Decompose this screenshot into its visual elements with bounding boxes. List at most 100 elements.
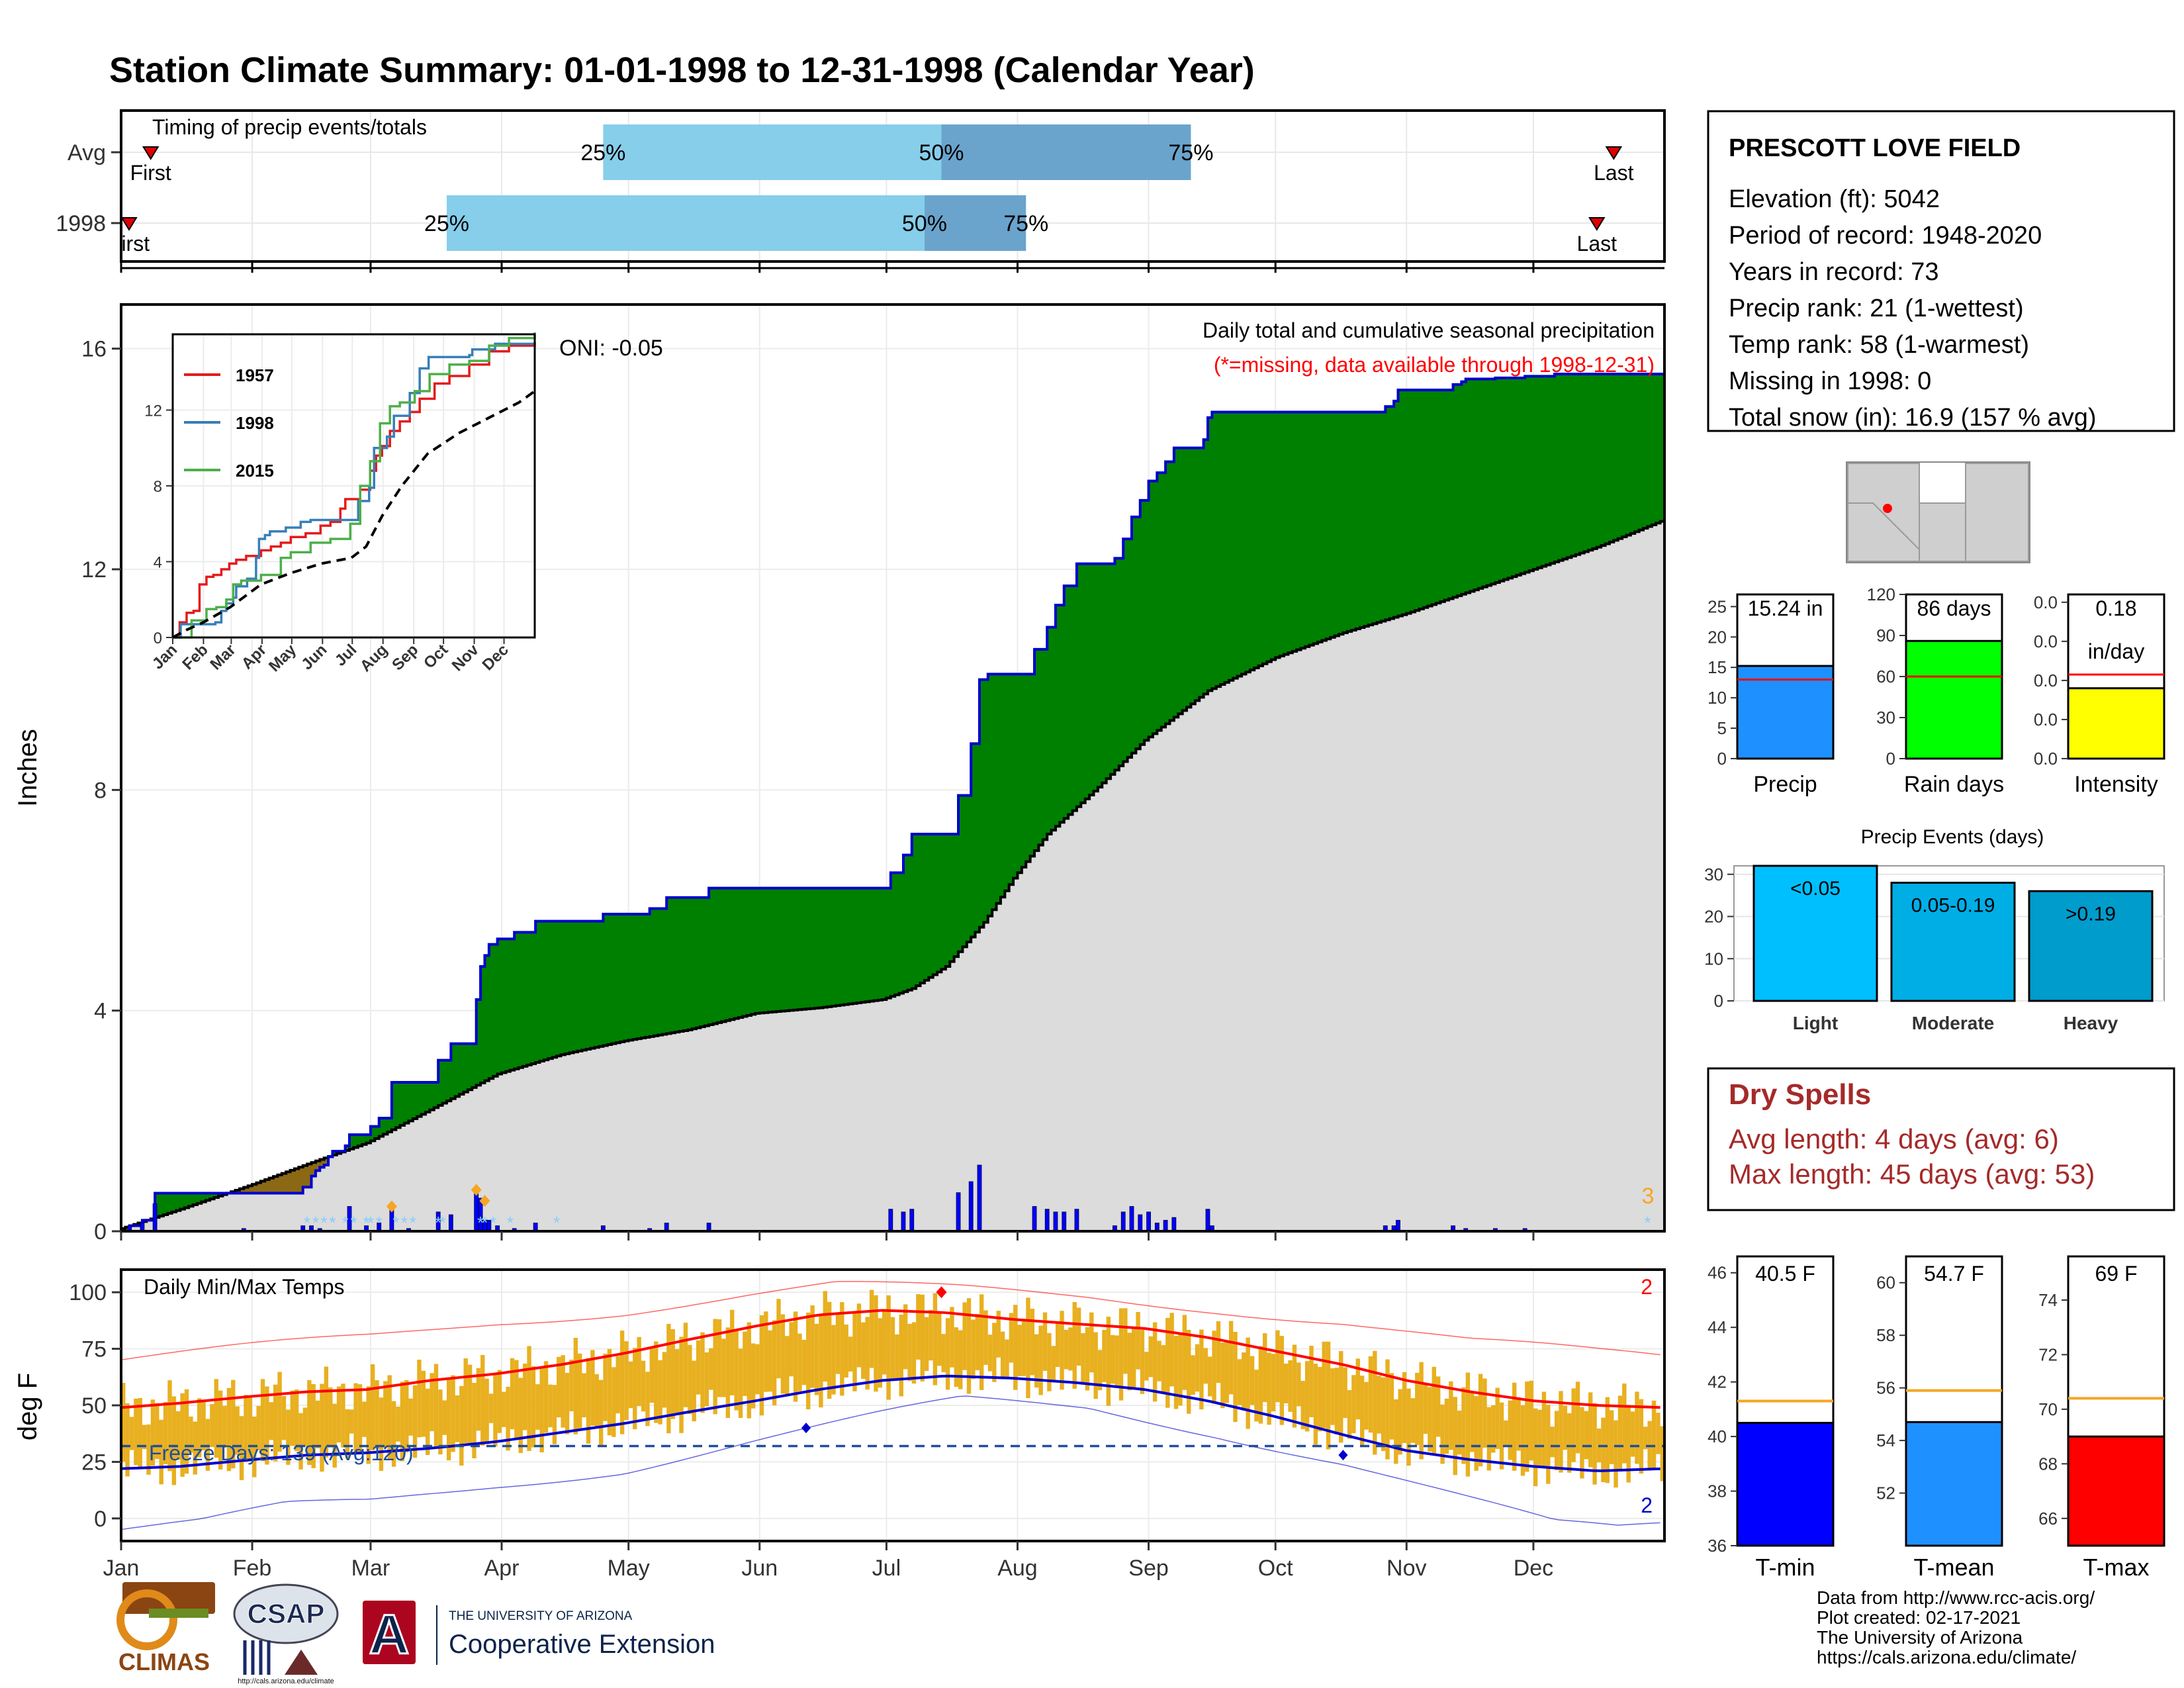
mini-bar-y-tick-label: 20: [1707, 627, 1727, 647]
daily-temp-bar: [751, 1343, 756, 1409]
daily-temp-bar: [865, 1317, 870, 1390]
daily-temp-bar: [332, 1403, 337, 1468]
daily-temp-bar: [1279, 1336, 1284, 1425]
daily-temp-bar: [1359, 1376, 1365, 1446]
daily-temp-bar: [886, 1295, 891, 1400]
daily-temp-bar: [488, 1393, 494, 1423]
daily-temp-bar: [514, 1360, 519, 1440]
daily-precip-bar: [1074, 1209, 1079, 1232]
daily-temp-bar: [345, 1409, 350, 1459]
temp-bar-value: 69 F: [2095, 1262, 2137, 1286]
daily-temp-bar: [1292, 1344, 1297, 1428]
daily-temp-bar: [759, 1315, 764, 1416]
daily-temp-bar: [383, 1381, 388, 1448]
daily-temp-bar: [1504, 1420, 1508, 1446]
daily-temp-bar: [467, 1364, 473, 1446]
daily-temp-bar: [1617, 1395, 1623, 1472]
daily-temp-bar: [349, 1409, 354, 1434]
last-event-label: Last: [1594, 161, 1634, 185]
daily-temp-bar: [159, 1419, 163, 1485]
daily-precip-bar: [1044, 1209, 1050, 1232]
daily-temp-bar: [1148, 1336, 1153, 1378]
temp-bar-y-tick-label: 36: [1707, 1536, 1727, 1556]
credit-line: Plot created: 02-17-2021: [1817, 1607, 2021, 1628]
csap-logo-cloud: [233, 1583, 339, 1644]
temp-bar-y-tick-label: 74: [2038, 1290, 2058, 1310]
daily-temp-bar: [1068, 1327, 1073, 1371]
daily-temp-bar: [806, 1312, 811, 1409]
daily-precip-bar: [968, 1181, 974, 1232]
mini-bar-value: 15.24 in: [1748, 596, 1823, 620]
daily-temp-bar: [1000, 1331, 1005, 1379]
daily-temp-bar: [624, 1341, 629, 1421]
daily-temp-bar: [645, 1372, 650, 1427]
daily-temp-bar: [709, 1348, 713, 1390]
temp-x-tick-label: Jun: [741, 1556, 778, 1581]
dry-spells-box: [1707, 1067, 2175, 1211]
daily-temp-bar: [1614, 1420, 1618, 1488]
snow-day-marker: *: [553, 1213, 560, 1233]
daily-temp-bar: [1216, 1321, 1221, 1383]
daily-temp-bar: [1076, 1307, 1081, 1366]
daily-temp-bar: [801, 1339, 807, 1385]
daily-temp-bar: [375, 1380, 379, 1449]
temp-x-tick-label: Nov: [1387, 1556, 1426, 1581]
daily-temp-bar: [996, 1311, 1001, 1358]
daily-temp-bar: [226, 1387, 232, 1472]
mini-bar-label: Rain days: [1904, 772, 2004, 797]
temp-x-tick-label: Feb: [233, 1556, 272, 1581]
daily-temp-bar: [1453, 1397, 1457, 1476]
precip-frame: [120, 303, 1666, 1233]
daily-temp-bar: [641, 1360, 646, 1412]
daily-temp-bar: [1474, 1396, 1479, 1471]
snow-day-marker: *: [376, 1213, 383, 1233]
ua-logo-mark: A: [369, 1603, 410, 1665]
daily-temp-bar: [1097, 1350, 1103, 1391]
precip-surplus-area: [142, 374, 1664, 1222]
daily-temp-bar: [1263, 1333, 1267, 1403]
daily-temp-bar: [1330, 1368, 1335, 1425]
daily-temp-bar: [1047, 1333, 1052, 1391]
daily-temp-bar: [1381, 1377, 1386, 1452]
daily-precip-bar: [1129, 1206, 1134, 1232]
mini-bar-precip-total: [1736, 665, 1835, 760]
daily-temp-bar: [1102, 1330, 1107, 1382]
daily-temp-bar: [1271, 1354, 1276, 1412]
temp-bar-y-tick-label: 52: [1876, 1483, 1895, 1503]
daily-temp-bar: [1398, 1389, 1402, 1455]
daily-precip-bar: [956, 1192, 961, 1232]
temp-y-label: deg F: [13, 1373, 42, 1440]
daily-temp-bar: [1304, 1361, 1310, 1432]
climas-logo-stripe: [149, 1609, 208, 1618]
inset-y-tick-label: 12: [144, 402, 162, 420]
snow-day-marker: *: [401, 1213, 408, 1233]
daily-temp-bar: [958, 1330, 963, 1389]
daily-temp-bar: [408, 1398, 413, 1436]
daily-temp-bar: [506, 1386, 510, 1451]
mini-bar-intensity: [2067, 687, 2165, 760]
daily-temp-bar: [353, 1383, 358, 1454]
daily-temp-bar: [1326, 1341, 1331, 1450]
daily-temp-bar: [1478, 1374, 1483, 1467]
daily-temp-bar: [933, 1293, 938, 1385]
daily-temp-bar: [1136, 1311, 1140, 1370]
daily-temp-bar: [1005, 1339, 1009, 1378]
mini-bar-y-tick-label: 0.0: [2034, 592, 2058, 612]
quartile-bar-50-75: [941, 124, 1191, 180]
last-event-marker: [1605, 146, 1623, 160]
daily-temp-bar: [1546, 1405, 1551, 1484]
daily-temp-bar: [696, 1340, 701, 1395]
daily-temp-bar: [535, 1384, 540, 1430]
dry-spells-max: Max length: 45 days (avg: 53): [1729, 1158, 2095, 1190]
climas-logo-text: CLIMAS: [118, 1648, 210, 1675]
temp-bar-y-tick-label: 44: [1707, 1317, 1727, 1337]
daily-temp-bar: [231, 1380, 236, 1469]
daily-temp-bar: [167, 1380, 172, 1472]
daily-temp-bar: [155, 1403, 159, 1460]
daily-temp-bar: [1042, 1312, 1048, 1371]
daily-precip-bar: [1146, 1211, 1151, 1232]
daily-temp-bar: [1131, 1329, 1136, 1389]
daily-temp-bar: [522, 1363, 527, 1430]
daily-temp-bar: [430, 1373, 434, 1432]
